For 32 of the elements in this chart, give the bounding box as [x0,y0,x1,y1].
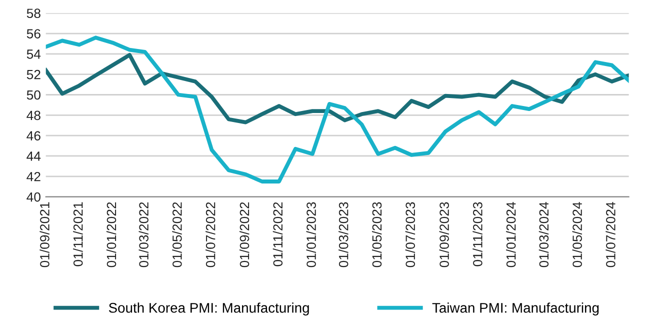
x-tick-label: 01/01/2023 [306,202,316,268]
x-tick-label: 01/09/2023 [439,202,449,268]
x-tick-label: 01/03/2023 [338,202,348,268]
x-tick-label: 01/07/2024 [606,202,616,268]
x-tick-label: 01/07/2023 [405,202,416,268]
y-tick-label: 46 [26,131,40,140]
line-series [46,36,629,184]
x-tick-label: 01/09/2022 [239,202,250,268]
y-tick-label: 58 [26,8,40,18]
x-tick-label: 01/05/2023 [372,202,382,268]
x-tick-label: 01/03/2022 [138,202,148,268]
y-tick-label: 40 [26,192,40,202]
y-tick-label: 50 [26,90,40,100]
legend-label: South Korea PMI: Manufacturing [108,302,309,316]
legend-label: Taiwan PMI: Manufacturing [432,302,599,316]
y-tick-label: 48 [26,110,40,120]
y-tick-label: 44 [26,152,41,161]
line-series [46,53,629,124]
x-tick-label: 01/11/2023 [472,202,482,266]
x-tick-label: 01/01/2024 [506,202,516,268]
x-tick-label: 01/05/2024 [572,202,582,268]
y-tick-label: 54 [26,50,41,59]
x-tick-label: 01/01/2022 [106,202,116,268]
y-tick-label: 52 [26,70,40,80]
x-tick-label: 01/11/2022 [272,202,283,266]
x-tick-label: 01/09/2021 [40,202,50,268]
x-tick-label: 01/03/2024 [538,202,549,268]
x-tick-label: 01/05/2022 [172,202,182,268]
x-tick-label: 01/11/2021 [73,202,83,266]
y-tick-label: 56 [26,29,40,38]
x-tick-label: 01/07/2022 [206,202,216,268]
y-tick-label: 42 [26,172,40,182]
